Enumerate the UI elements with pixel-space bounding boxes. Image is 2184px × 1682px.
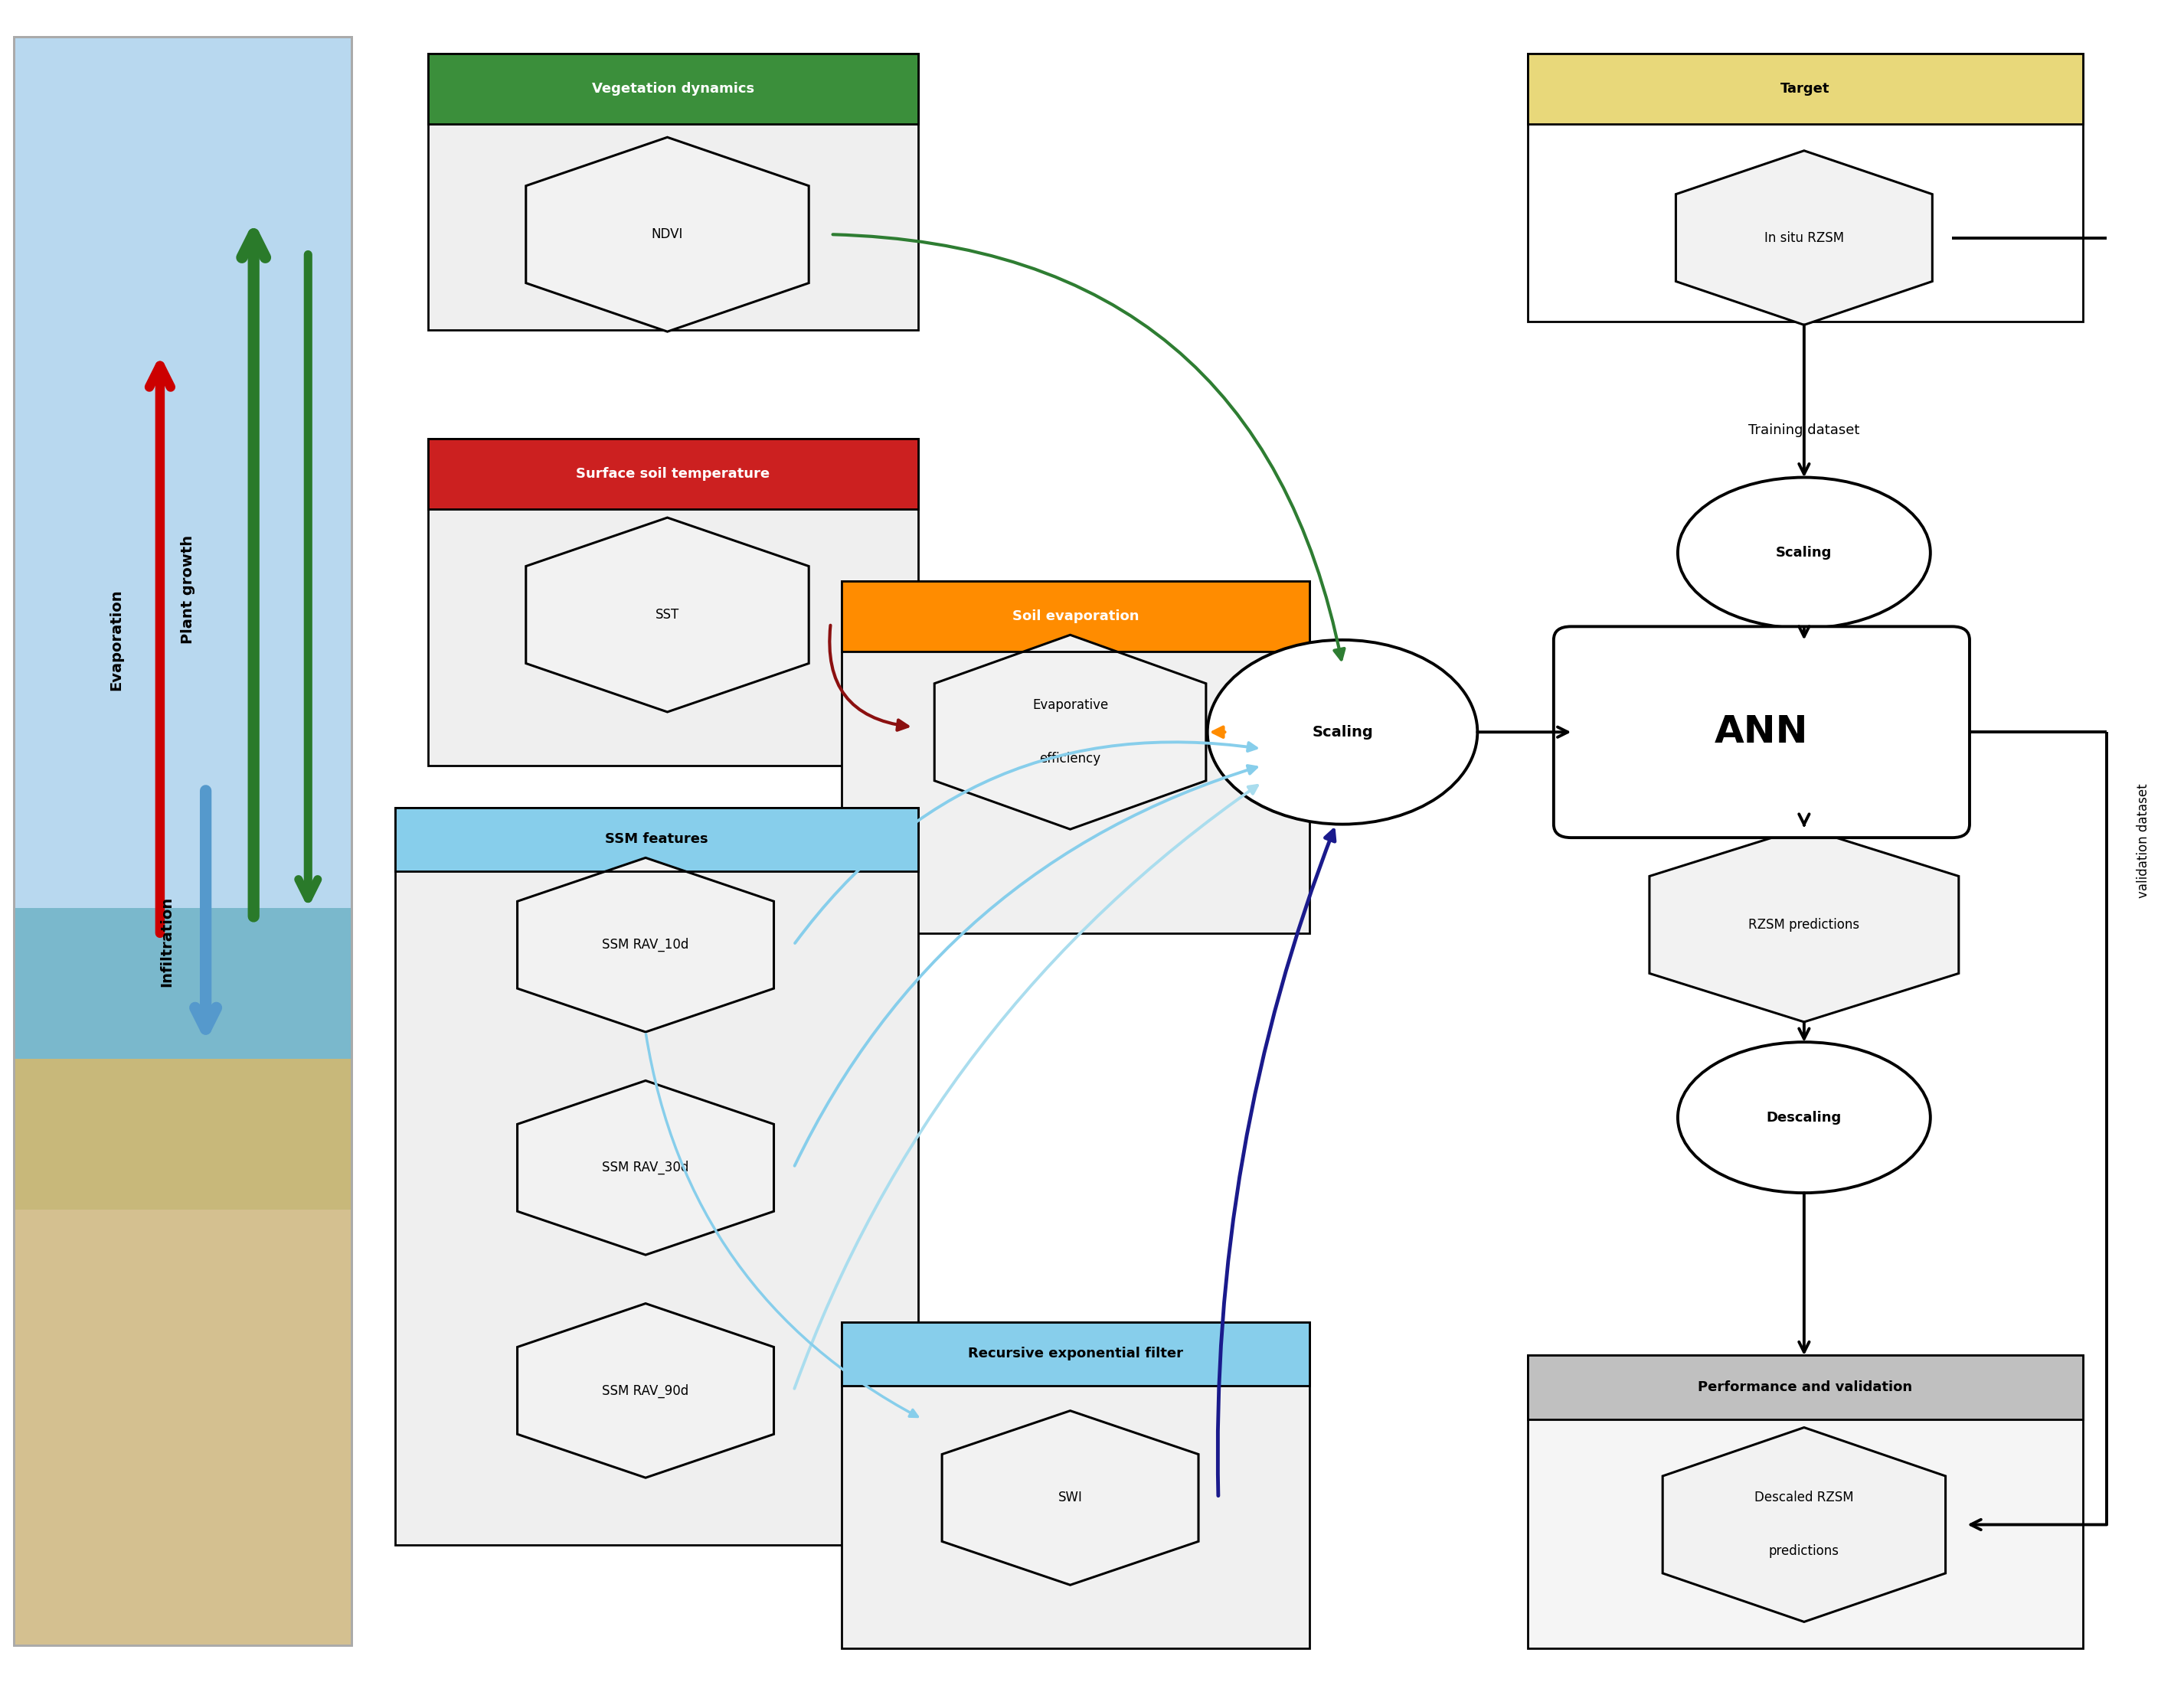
Text: Evaporative: Evaporative: [1033, 698, 1107, 711]
Text: Performance and validation: Performance and validation: [1697, 1381, 1913, 1394]
Text: SSM RAV_30d: SSM RAV_30d: [603, 1161, 688, 1174]
Text: Evaporation: Evaporation: [109, 589, 124, 691]
Text: validation dataset: validation dataset: [2136, 784, 2151, 898]
FancyBboxPatch shape: [428, 439, 917, 510]
FancyArrowPatch shape: [1219, 831, 1334, 1495]
Text: SSM features: SSM features: [605, 833, 708, 846]
Text: In situ RZSM: In situ RZSM: [1765, 230, 1843, 244]
Text: Descaling: Descaling: [1767, 1110, 1841, 1124]
FancyBboxPatch shape: [841, 1322, 1310, 1386]
Ellipse shape: [1677, 478, 1931, 627]
Text: SWI: SWI: [1057, 1490, 1083, 1505]
FancyBboxPatch shape: [428, 54, 917, 124]
FancyBboxPatch shape: [841, 582, 1310, 934]
Polygon shape: [935, 634, 1206, 829]
Text: NDVI: NDVI: [651, 227, 684, 241]
Text: Training dataset: Training dataset: [1749, 424, 1861, 437]
Polygon shape: [518, 1080, 773, 1255]
Polygon shape: [518, 858, 773, 1033]
FancyBboxPatch shape: [1553, 626, 1970, 838]
Text: Scaling: Scaling: [1776, 547, 1832, 560]
Polygon shape: [1675, 151, 1933, 325]
Text: Target: Target: [1780, 82, 1830, 96]
FancyBboxPatch shape: [428, 54, 917, 330]
FancyArrowPatch shape: [795, 742, 1256, 944]
Text: Plant growth: Plant growth: [181, 535, 197, 644]
Ellipse shape: [1208, 639, 1476, 824]
Text: Infiltration: Infiltration: [159, 897, 175, 987]
Polygon shape: [1662, 1428, 1946, 1621]
FancyBboxPatch shape: [428, 439, 917, 765]
Text: SST: SST: [655, 607, 679, 622]
FancyArrowPatch shape: [830, 626, 909, 730]
FancyBboxPatch shape: [1527, 54, 2084, 124]
FancyArrowPatch shape: [795, 765, 1256, 1166]
Text: ANN: ANN: [1714, 713, 1808, 750]
Text: Scaling: Scaling: [1313, 725, 1374, 740]
FancyBboxPatch shape: [13, 1009, 352, 1209]
FancyBboxPatch shape: [13, 908, 352, 1645]
Polygon shape: [526, 138, 808, 331]
Ellipse shape: [1677, 1043, 1931, 1193]
FancyArrowPatch shape: [646, 1034, 917, 1416]
FancyBboxPatch shape: [13, 37, 352, 1645]
Polygon shape: [941, 1411, 1199, 1584]
Text: Vegetation dynamics: Vegetation dynamics: [592, 82, 753, 96]
Polygon shape: [518, 1304, 773, 1478]
FancyBboxPatch shape: [395, 807, 917, 871]
FancyBboxPatch shape: [1527, 1356, 2084, 1420]
FancyBboxPatch shape: [395, 807, 917, 1544]
Polygon shape: [526, 518, 808, 711]
Text: Recursive exponential filter: Recursive exponential filter: [968, 1347, 1184, 1361]
Polygon shape: [1649, 828, 1959, 1023]
FancyBboxPatch shape: [841, 582, 1310, 651]
Text: RZSM predictions: RZSM predictions: [1749, 918, 1859, 932]
Text: efficiency: efficiency: [1040, 752, 1101, 765]
Text: Descaled RZSM: Descaled RZSM: [1754, 1490, 1854, 1505]
Text: SSM RAV_90d: SSM RAV_90d: [603, 1384, 688, 1398]
FancyArrowPatch shape: [795, 785, 1258, 1389]
FancyBboxPatch shape: [13, 908, 352, 1060]
Text: predictions: predictions: [1769, 1544, 1839, 1558]
FancyBboxPatch shape: [1527, 1356, 2084, 1648]
FancyArrowPatch shape: [832, 234, 1345, 659]
Text: Surface soil temperature: Surface soil temperature: [577, 468, 769, 481]
Text: Soil evaporation: Soil evaporation: [1013, 609, 1140, 624]
FancyBboxPatch shape: [1527, 54, 2084, 321]
FancyArrowPatch shape: [1212, 727, 1225, 737]
FancyBboxPatch shape: [841, 1322, 1310, 1648]
Text: SSM RAV_10d: SSM RAV_10d: [603, 939, 688, 952]
